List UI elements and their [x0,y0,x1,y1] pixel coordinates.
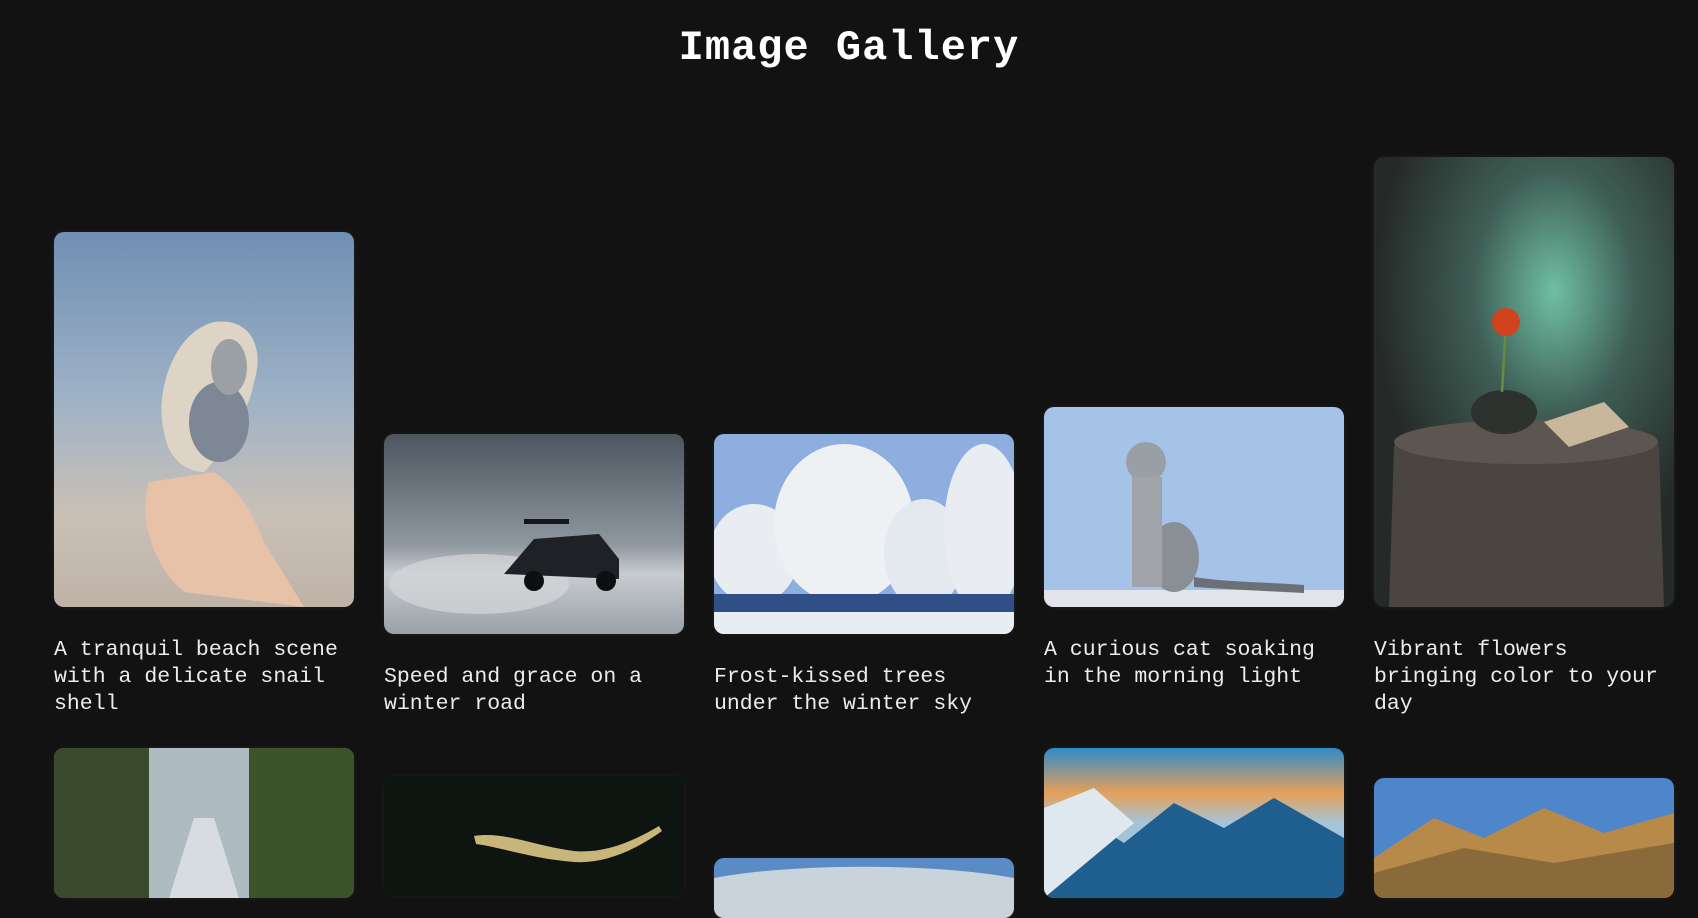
trees-photo[interactable] [714,434,1014,634]
gallery-card[interactable]: Frost-kissed trees under the winter sky [714,434,1014,718]
shell-photo[interactable] [54,232,354,607]
golden-hills-photo[interactable] [1374,778,1674,898]
gallery-card[interactable] [714,858,1014,918]
photo-caption: Vibrant flowers bringing color to your d… [1374,638,1658,716]
lizard-photo[interactable] [384,776,684,896]
gallery-card[interactable]: Speed and grace on a winter road [384,434,684,718]
gallery-card[interactable]: Vibrant flowers bringing color to your d… [1374,157,1674,718]
car-photo[interactable] [384,434,684,634]
photo-caption: A curious cat soaking in the morning lig… [1044,638,1315,689]
mountain-sunset-photo[interactable] [1044,748,1344,898]
forest-road-photo[interactable] [54,748,354,898]
photo-caption: Frost-kissed trees under the winter sky [714,665,973,716]
gallery-card[interactable] [1374,778,1674,898]
gallery-card[interactable]: A tranquil beach scene with a delicate s… [54,232,354,718]
gallery-card[interactable] [54,748,354,898]
flower-photo[interactable] [1374,157,1674,607]
cat-photo[interactable] [1044,407,1344,607]
photo-caption: Speed and grace on a winter road [384,665,643,716]
photo-caption: A tranquil beach scene with a delicate s… [54,638,338,716]
gallery-card[interactable] [384,776,684,896]
page-title: Image Gallery [678,24,1020,72]
gallery-card[interactable]: A curious cat soaking in the morning lig… [1044,407,1344,691]
landscape-photo[interactable] [714,858,1014,918]
gallery-card[interactable] [1044,748,1344,898]
